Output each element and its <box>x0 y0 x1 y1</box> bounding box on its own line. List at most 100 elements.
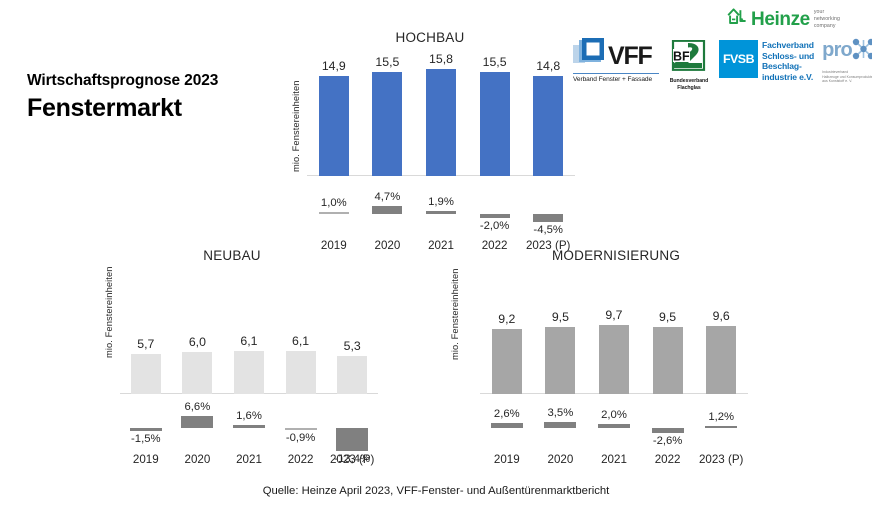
category-label: 2019 <box>320 239 347 252</box>
bar-column: 9,5 <box>641 270 695 394</box>
bar-column: 15,5 <box>361 54 415 176</box>
value-label: 5,3 <box>343 339 361 354</box>
category-label: 2023 (P) <box>698 453 744 466</box>
value-bar <box>130 353 161 394</box>
category-label: 2019 <box>132 453 159 466</box>
category-label: 2023 (P) <box>525 239 571 252</box>
value-bar <box>337 356 368 394</box>
value-bar <box>285 350 316 394</box>
bar-column: 9,5 <box>534 270 588 394</box>
change-label: 2,0% <box>601 409 627 421</box>
logo-vff: VFF Verband Fenster + Fassade <box>573 38 659 83</box>
chart-title: MODERNISIERUNG <box>551 248 681 263</box>
prok-wordmark: pro <box>822 39 853 61</box>
change-label: -1,5% <box>131 433 161 445</box>
value-bar <box>479 71 510 176</box>
change-column: 6,6% <box>172 400 224 452</box>
value-bar <box>706 325 737 394</box>
category-label: 2022 <box>654 453 681 466</box>
category-label: 2020 <box>184 453 211 466</box>
vff-window-icon <box>573 38 607 74</box>
prok-subtitle-line1: Industrieverband <box>822 70 849 74</box>
bf-subtitle: Bundesverband Flachglas <box>667 78 711 91</box>
value-bar <box>652 326 683 394</box>
prok-network-icon <box>851 37 872 68</box>
value-bar <box>233 350 264 394</box>
change-label: 1,6% <box>236 410 262 422</box>
change-label: 1,9% <box>428 196 454 208</box>
change-label: -4,5% <box>533 224 563 236</box>
change-label: 2,6% <box>493 408 520 420</box>
value-label: 15,5 <box>375 54 400 69</box>
prok-subtitle-line2: Halbzeuge und Konsumprodukte <box>822 74 872 79</box>
bar-column: 5,3 <box>326 270 378 394</box>
plot-area: 14,9 15,5 15,8 15,5 14,8 <box>307 52 575 176</box>
fvsb-wordmark: FVSB <box>722 52 755 66</box>
logo-fvsb: FVSB Fachverband Schloss- und Beschlag- … <box>719 40 814 83</box>
change-column: 3,5% <box>534 400 588 452</box>
category-label: 2019 <box>493 453 520 466</box>
y-axis-label: mio. Fenstereinheiten <box>291 80 301 172</box>
heinze-house-icon <box>727 8 747 30</box>
value-bar <box>372 71 403 176</box>
bf-subtitle-line1: Bundesverband <box>669 78 709 84</box>
category-label: 2023 (P) <box>329 453 375 466</box>
y-axis-label: mio. Fenstereinheiten <box>104 266 114 358</box>
change-label: 6,6% <box>184 401 211 413</box>
change-column: 1,2% <box>694 400 748 452</box>
heinze-tagline-line3: company <box>813 22 836 29</box>
bar-column: 6,1 <box>223 270 275 394</box>
category-label: 2021 <box>601 453 627 466</box>
value-label: 14,8 <box>536 59 561 74</box>
bar-column: 9,7 <box>587 270 641 394</box>
value-label: 9,6 <box>712 308 730 323</box>
y-axis-label: mio. Fenstereinheiten <box>450 268 460 360</box>
category-axis: 2019 2020 2021 2022 2023 (P) <box>307 239 575 257</box>
value-label: 9,2 <box>498 311 516 326</box>
logo-heinze: Heinze your networking company <box>727 8 840 30</box>
value-label: 9,7 <box>605 308 623 323</box>
value-label: 15,8 <box>429 52 453 67</box>
category-label: 2021 <box>428 239 454 252</box>
bar-column: 14,8 <box>521 58 575 176</box>
source-note: Quelle: Heinze April 2023, VFF-Fenster- … <box>262 485 610 497</box>
prok-subtitle-line3: aus Kunststoff e. V. <box>822 79 853 84</box>
fvsb-badge: FVSB <box>719 40 758 78</box>
change-column: 1,0% <box>307 186 361 234</box>
fvsb-text-line3: Beschlag- <box>762 61 802 72</box>
change-column: -2,0% <box>468 186 522 234</box>
change-strip: -1,5% 6,6% 1,6% -0,9% -13,4% <box>120 400 378 465</box>
value-bar <box>545 326 576 394</box>
value-bar <box>425 69 456 176</box>
value-bar <box>491 328 522 394</box>
change-column: -13,4% <box>326 400 378 465</box>
change-column: -2,6% <box>641 400 695 452</box>
change-column: 4,7% <box>361 186 415 234</box>
vff-subtitle: Verband Fenster + Fassade <box>573 73 659 83</box>
value-bar <box>533 76 564 176</box>
page-title: Wirtschaftsprognose 2023 Fenstermarkt <box>27 72 277 123</box>
change-strip: 1,0% 4,7% 1,9% -2,0% -4,5% <box>307 186 575 236</box>
chart-title: NEUBAU <box>203 248 261 263</box>
fvsb-text-line4: industrie e.V. <box>762 71 814 82</box>
category-label: 2022 <box>287 453 314 466</box>
value-label: 9,5 <box>659 309 677 324</box>
title-main: Fenstermarkt <box>27 94 182 122</box>
change-column: 2,6% <box>480 400 534 452</box>
change-strip: 2,6% 3,5% 2,0% -2,6% 1,2% <box>480 400 748 452</box>
heinze-tagline-line2: networking <box>813 16 840 23</box>
change-column: -4,5% <box>521 186 575 236</box>
change-bar <box>129 428 162 431</box>
chart-modernisierung: MODERNISIERUNG mio. Fenstereinheiten 9,2… <box>442 248 762 466</box>
bf-subtitle-line2: Flachglas <box>677 84 701 91</box>
prok-subtitle: Industrieverband Halbzeuge und Konsumpro… <box>822 70 872 84</box>
bar-column: 6,1 <box>275 270 327 394</box>
change-bar <box>372 206 403 214</box>
change-column: 1,6% <box>223 400 275 452</box>
change-bar <box>597 424 630 428</box>
category-label: 2020 <box>547 453 574 466</box>
change-bar <box>651 428 684 433</box>
category-axis: 2019 2020 2021 2022 2023 (P) <box>480 453 748 471</box>
bar-column: 5,7 <box>120 270 172 394</box>
value-label: 9,5 <box>551 309 569 324</box>
